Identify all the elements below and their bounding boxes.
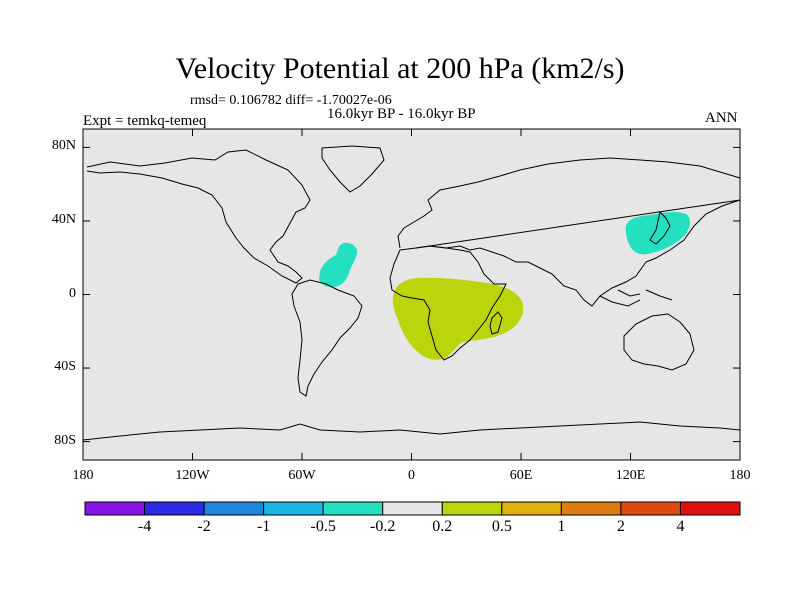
- season-label: ANN: [705, 110, 738, 126]
- coast-africa: [389, 245, 507, 361]
- colorbar-label: 4: [676, 518, 685, 535]
- lon-label: 60W: [288, 468, 316, 483]
- colorbar-swatch: [560, 501, 622, 516]
- colorbar-label: 1: [557, 518, 566, 535]
- lon-label: 0: [408, 468, 415, 483]
- coast-north-america: [86, 149, 311, 284]
- lon-label: 120E: [615, 468, 646, 483]
- coast-europe-asia: [397, 157, 741, 307]
- colorbar-label: 0.5: [491, 518, 512, 535]
- lon-label: 120W: [175, 468, 210, 483]
- lat-label: 40N: [51, 211, 76, 227]
- colorbar-swatch: [263, 501, 324, 516]
- colorbar-label: -4: [137, 518, 152, 535]
- experiment-label: Expt = temkq-temeq: [83, 113, 207, 129]
- axis-ticks: [82, 129, 741, 460]
- colorbar-label: -0.2: [370, 518, 396, 535]
- colorbar-swatch: [679, 501, 741, 516]
- colorbar-swatch: [144, 501, 205, 516]
- coast-japan: [649, 211, 671, 245]
- coast-indonesia: [599, 289, 673, 307]
- colorbar-swatch: [203, 501, 265, 516]
- coast-south-america: [291, 279, 363, 397]
- colorbar-swatch: [441, 501, 503, 516]
- africa-positive-anomaly: [392, 277, 524, 360]
- colorbar-swatch: [620, 501, 681, 516]
- colorbar-label: -0.5: [310, 518, 336, 535]
- colorbar-swatch: [84, 501, 146, 516]
- atlantic-negative-anomaly: [319, 242, 358, 288]
- coast-australia: [623, 313, 695, 371]
- colorbar-swatch: [322, 501, 384, 516]
- colorbar-label: -2: [197, 518, 211, 535]
- lon-label: 180: [729, 468, 751, 483]
- lat-label: 0: [69, 285, 76, 301]
- coast-antarctica: [82, 421, 741, 441]
- stats-label: rmsd= 0.106782 diff= -1.70027e-06: [190, 93, 392, 108]
- colorbar-label: 0.2: [432, 518, 453, 535]
- coast-madagascar: [489, 311, 503, 335]
- coastlines: [82, 145, 741, 441]
- map-plot-area: [82, 128, 741, 461]
- coast-greenland: [321, 145, 385, 193]
- colorbar: [84, 501, 741, 516]
- colorbar-swatch: [382, 501, 443, 516]
- lat-label: 80S: [54, 432, 76, 448]
- east-asia-negative-anomaly: [625, 212, 690, 255]
- colorbar-swatch: [501, 501, 562, 516]
- period-label: 16.0kyr BP - 16.0kyr BP: [327, 106, 476, 122]
- lat-label: 40S: [54, 359, 76, 375]
- figure-title: Velocity Potential at 200 hPa (km2/s): [175, 52, 625, 85]
- colorbar-label: -1: [256, 518, 271, 535]
- lon-label: 60E: [509, 468, 533, 483]
- lat-label: 80N: [51, 138, 76, 154]
- lon-label: 180: [72, 468, 94, 483]
- colorbar-label: 2: [616, 518, 625, 535]
